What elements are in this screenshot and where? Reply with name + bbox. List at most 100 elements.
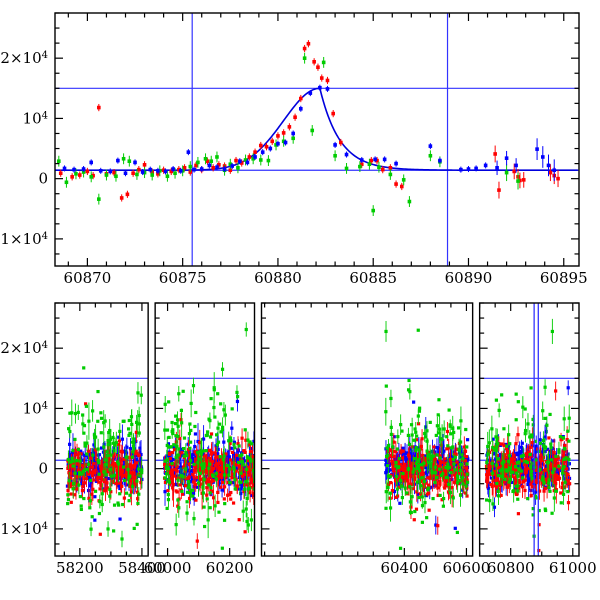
data-point [495, 481, 499, 486]
data-point [246, 487, 250, 491]
top-xaxis-label: 60870 [64, 269, 112, 287]
data-point [133, 463, 137, 467]
data-point [299, 96, 303, 101]
data-point [388, 166, 393, 170]
data-point [415, 480, 419, 484]
data-point [235, 390, 239, 395]
data-point [514, 471, 519, 475]
data-point [104, 473, 108, 477]
data-point [172, 465, 176, 469]
data-point [87, 419, 91, 423]
data-point [551, 470, 555, 474]
data-point [388, 475, 392, 479]
data-point [111, 435, 115, 440]
data-point [466, 167, 471, 171]
data-point [561, 492, 566, 496]
data-point [196, 160, 200, 165]
data-point [165, 174, 170, 179]
data-point [521, 178, 526, 182]
data-point [121, 502, 125, 507]
data-point [248, 440, 252, 444]
data-point [530, 476, 534, 480]
data-point [461, 476, 465, 480]
bottom-yaxis-label: 2×104 [0, 339, 48, 357]
data-point [201, 466, 205, 471]
data-point [458, 493, 463, 497]
data-point [397, 465, 401, 469]
data-point [508, 466, 512, 470]
data-point [121, 156, 126, 161]
data-point [132, 440, 136, 445]
data-point [533, 490, 538, 494]
data-point [66, 498, 71, 502]
data-point [180, 421, 184, 425]
data-point [401, 471, 405, 476]
data-point [235, 395, 240, 399]
data-point [436, 493, 440, 498]
data-point [510, 480, 514, 485]
data-point [426, 454, 430, 458]
data-point [302, 56, 307, 60]
data-point [389, 425, 393, 429]
data-point [120, 474, 124, 478]
data-point [199, 452, 203, 456]
data-point [462, 445, 466, 449]
data-point [450, 456, 455, 460]
data-point [516, 179, 520, 183]
data-point [567, 462, 571, 466]
data-point [555, 463, 559, 467]
data-point [248, 491, 252, 495]
data-point [394, 477, 398, 481]
data-point [428, 420, 432, 424]
data-point [119, 472, 124, 476]
data-point [420, 520, 424, 524]
data-point [499, 493, 503, 497]
data-point [187, 431, 192, 436]
data-point [497, 408, 501, 412]
data-point [88, 506, 92, 510]
data-point [238, 483, 242, 487]
data-point [140, 470, 144, 475]
data-point [504, 170, 509, 175]
data-point [85, 467, 89, 472]
data-point [493, 468, 497, 472]
data-point [87, 469, 91, 473]
data-point [394, 495, 398, 499]
data-point [512, 453, 516, 457]
data-point [84, 402, 88, 406]
bottom-xaxis-label: 60400 [380, 559, 428, 577]
data-point [441, 444, 445, 448]
data-point [243, 530, 247, 534]
data-point [486, 449, 491, 453]
data-point [562, 463, 566, 467]
data-point [96, 458, 100, 463]
data-point [519, 459, 524, 463]
data-point [486, 444, 490, 449]
data-point [236, 442, 240, 446]
data-point [170, 461, 174, 466]
data-point [287, 125, 292, 129]
data-point [539, 453, 543, 457]
data-point [176, 474, 180, 478]
data-point [565, 438, 569, 442]
data-point [223, 466, 227, 470]
data-point [74, 462, 78, 466]
bottom-xaxis-label: 60600 [443, 559, 491, 577]
data-point [434, 433, 438, 438]
data-point [312, 59, 316, 64]
data-point [97, 480, 101, 484]
data-point [86, 449, 90, 453]
data-point [416, 463, 420, 468]
data-point [319, 76, 324, 80]
data-point [417, 495, 421, 500]
data-point [425, 439, 429, 443]
data-point [192, 497, 196, 501]
data-point [420, 437, 424, 441]
data-point [248, 450, 253, 454]
data-point [400, 474, 404, 478]
data-point [521, 405, 525, 409]
data-point [188, 170, 193, 174]
data-point [560, 471, 565, 475]
data-point [93, 435, 98, 439]
data-point [117, 503, 121, 507]
